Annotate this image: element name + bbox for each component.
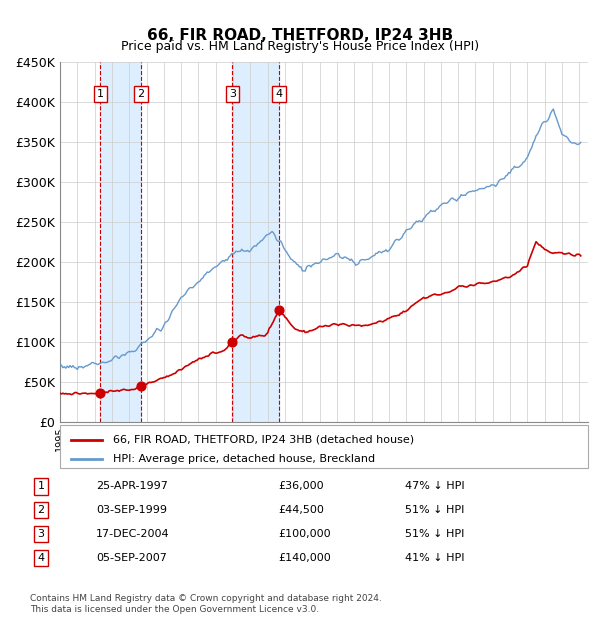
Text: 2: 2 [37, 505, 44, 515]
Point [227, 337, 237, 347]
Text: 25-APR-1997: 25-APR-1997 [96, 481, 168, 491]
Point [275, 305, 284, 315]
Text: 4: 4 [37, 553, 44, 563]
Point [95, 388, 105, 398]
Text: 4: 4 [276, 89, 283, 99]
Text: 1: 1 [97, 89, 104, 99]
Text: 2: 2 [137, 89, 145, 99]
Text: 51% ↓ HPI: 51% ↓ HPI [406, 505, 465, 515]
Text: 3: 3 [38, 529, 44, 539]
Text: £100,000: £100,000 [278, 529, 331, 539]
Text: £140,000: £140,000 [278, 553, 331, 563]
Text: 1: 1 [38, 481, 44, 491]
Text: 66, FIR ROAD, THETFORD, IP24 3HB (detached house): 66, FIR ROAD, THETFORD, IP24 3HB (detach… [113, 435, 414, 445]
Text: HPI: Average price, detached house, Breckland: HPI: Average price, detached house, Brec… [113, 454, 375, 464]
Text: £44,500: £44,500 [278, 505, 324, 515]
Text: Contains HM Land Registry data © Crown copyright and database right 2024.
This d: Contains HM Land Registry data © Crown c… [30, 595, 382, 614]
Text: 51% ↓ HPI: 51% ↓ HPI [406, 529, 465, 539]
Text: 3: 3 [229, 89, 236, 99]
Text: 41% ↓ HPI: 41% ↓ HPI [406, 553, 465, 563]
FancyBboxPatch shape [60, 425, 588, 468]
Text: 47% ↓ HPI: 47% ↓ HPI [406, 481, 465, 491]
Bar [232, 62, 280, 422]
Text: £36,000: £36,000 [278, 481, 324, 491]
Text: 05-SEP-2007: 05-SEP-2007 [96, 553, 167, 563]
Text: 17-DEC-2004: 17-DEC-2004 [96, 529, 170, 539]
Text: Price paid vs. HM Land Registry's House Price Index (HPI): Price paid vs. HM Land Registry's House … [121, 40, 479, 53]
Point [136, 381, 146, 391]
Text: 03-SEP-1999: 03-SEP-1999 [96, 505, 167, 515]
Bar [100, 62, 141, 422]
Text: 66, FIR ROAD, THETFORD, IP24 3HB: 66, FIR ROAD, THETFORD, IP24 3HB [147, 28, 453, 43]
